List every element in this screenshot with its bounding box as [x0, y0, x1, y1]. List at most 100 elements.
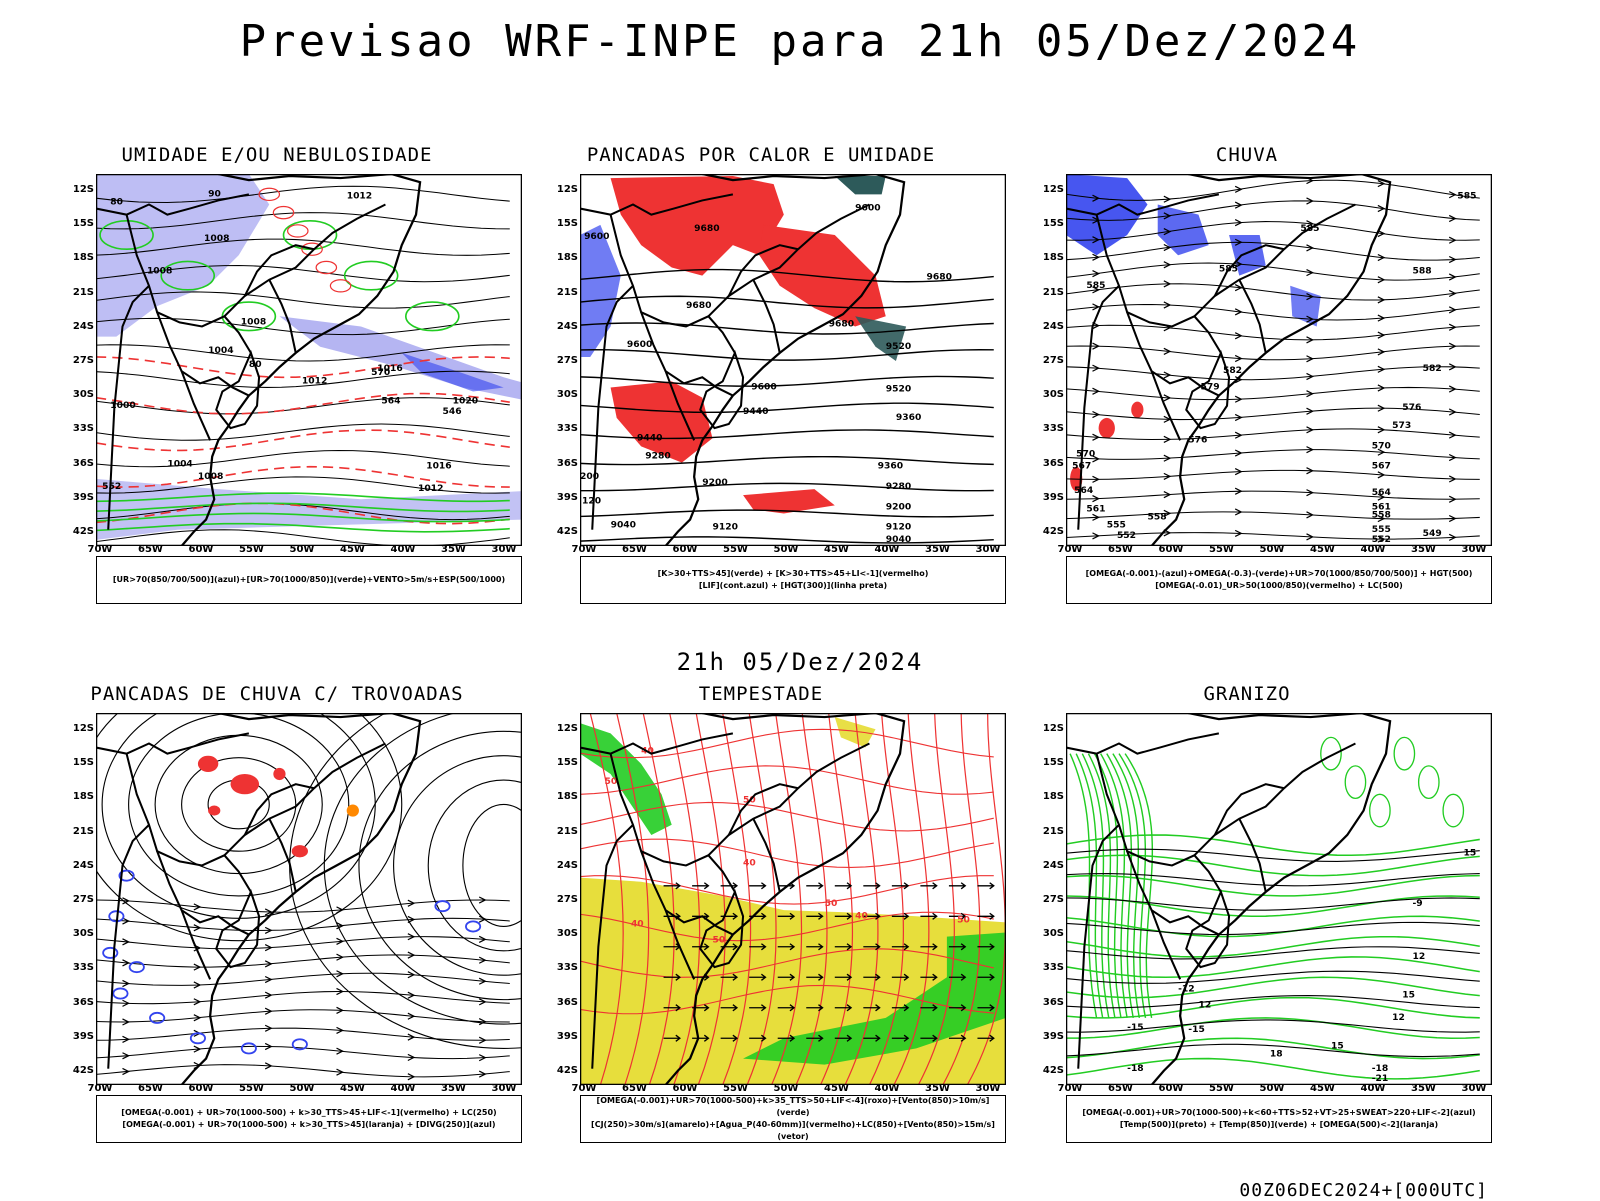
contour-label: 555 [1107, 521, 1126, 531]
contour-label: -15 [1127, 1023, 1144, 1033]
lon-tick-label: 40W [874, 544, 900, 555]
lon-tick-label: 40W [390, 544, 416, 555]
lon-tick-label: 55W [1209, 1083, 1234, 1094]
legend-line: [LIF](cont.azul) + [HGT(300)](linha pret… [698, 581, 888, 590]
legend-line: [CJ(250)>30m/s](amarelo)+[Agua_P(40-60mm… [591, 1120, 995, 1141]
lon-tick-label: 30W [491, 1083, 517, 1094]
lat-tick-label: 42S [556, 1065, 578, 1076]
lat-tick-label: 21S [72, 825, 94, 837]
contour-label: 50 [712, 936, 725, 946]
legend-line: [OMEGA(-0.001)-(azul)+OMEGA(-0.3)-(verde… [1085, 569, 1473, 578]
lat-tick-label: 42S [1042, 1065, 1064, 1076]
lat-tick-label: 39S [1042, 491, 1064, 503]
lon-tick-label: 70W [571, 1083, 597, 1094]
contour-label: 9520 [886, 342, 911, 352]
panel-title: PANCADAS POR CALOR E UMIDADE [586, 144, 936, 166]
contour-label: 1012 [302, 376, 327, 386]
lon-tick-label: 40W [1360, 544, 1386, 555]
contour-label: 9440 [743, 407, 768, 417]
lat-tick-label: 18S [556, 791, 578, 803]
lat-tick-label: 33S [1042, 423, 1064, 435]
contour-label: 9680 [686, 301, 711, 311]
lat-tick-label: 24S [1042, 320, 1064, 332]
lon-tick-label: 45W [824, 544, 849, 555]
contour-label: 558 [1148, 513, 1167, 523]
lat-tick-label: 21S [556, 825, 578, 837]
lat-tick-label: 33S [556, 423, 578, 435]
contour-label: 570 [371, 368, 390, 378]
contour-label: 1012 [418, 484, 443, 494]
lon-tick-label: 55W [1209, 544, 1234, 555]
lon-tick-label: 65W [1108, 544, 1133, 555]
lat-tick-label: 30S [556, 928, 578, 940]
contour-label: 546 [443, 407, 462, 417]
contour-label: 564 [1372, 488, 1391, 498]
lon-tick-label: 30W [975, 544, 1001, 555]
contour-label: -18 [1372, 1064, 1389, 1074]
lat-tick-label: 12S [72, 184, 94, 195]
panel-legend: [K>30+TTS>45](verde) + [K>30+TTS>45+LI<-… [580, 556, 1006, 604]
contour-label: 9440 [637, 433, 662, 443]
lat-tick-label: 39S [556, 491, 578, 503]
contour-label: 9600 [855, 204, 880, 214]
contour-label: 1004 [208, 346, 233, 356]
contour-label: 1016 [377, 364, 402, 374]
contour-label: 561 [1086, 504, 1105, 514]
lon-tick-label: 60W [1158, 1083, 1184, 1094]
lat-tick-label: 36S [1042, 996, 1064, 1008]
lon-tick-label: 70W [87, 544, 113, 555]
panel-title: PANCADAS DE CHUVA C/ TROVOADAS [90, 683, 464, 705]
lat-tick-label: 39S [72, 1030, 94, 1042]
contour-label: 1020 [453, 397, 478, 407]
lon-tick-label: 50W [289, 544, 315, 555]
lat-tick-label: 42S [556, 526, 578, 537]
lon-tick-label: 50W [773, 544, 799, 555]
page-title: Previsao WRF-INPE para 21h 05/Dez/2024 [239, 16, 1361, 67]
lat-tick-label: 27S [556, 894, 578, 905]
legend-line: [OMEGA(-0.001)+UR>70(1000-500)+k<60+TTS>… [1082, 1108, 1476, 1117]
contour-label: 15 [1402, 991, 1415, 1001]
lat-tick-label: 30S [72, 389, 94, 401]
lon-tick-label: 35W [441, 544, 466, 555]
panel-legend: [OMEGA(-0.001)+UR>70(1000-500)+k>35_TTS>… [580, 1095, 1006, 1143]
lat-tick-label: 30S [1042, 389, 1064, 401]
lat-tick-label: 30S [1042, 928, 1064, 940]
lon-tick-label: 40W [1360, 1083, 1386, 1094]
lat-tick-label: 42S [72, 1065, 94, 1076]
contour-label: 9200 [886, 502, 911, 512]
lon-tick-label: 55W [239, 1083, 264, 1094]
lat-tick-label: 21S [556, 286, 578, 298]
lon-tick-label: 35W [441, 1083, 466, 1094]
lon-tick-label: 35W [1411, 1083, 1436, 1094]
legend-line: [UR>70(850/700/500)](azul)+[UR>70(1000/8… [112, 575, 506, 584]
lat-tick-label: 12S [1042, 723, 1064, 734]
legend-line: [Temp(500)](preto) + [Temp(850)](verde) … [1119, 1120, 1439, 1129]
lon-tick-label: 45W [1310, 1083, 1335, 1094]
map-plot: 1012 1008 1008 1004 1008 1012 1016 1020 1016 1012… [96, 174, 522, 546]
lon-tick-label: 45W [1310, 544, 1335, 555]
lon-tick-label: 60W [188, 1083, 214, 1094]
contour-label: 9600 [627, 340, 652, 350]
panel-title: TEMPESTADE [698, 683, 824, 705]
lat-tick-label: 12S [1042, 184, 1064, 195]
panel-tempestade: TEMPESTADE 40 50 50 40 50 40 40 50 50 12S 15S 18S 21… [546, 683, 1006, 1153]
lon-tick-label: 35W [925, 544, 950, 555]
contour-label: 9360 [878, 462, 903, 472]
lon-tick-label: 60W [672, 544, 698, 555]
lat-tick-label: 24S [1042, 859, 1064, 871]
contour-label: 552 [1117, 531, 1136, 541]
contour-label: 9200 [702, 478, 727, 488]
contour-label: 9120 [886, 523, 911, 533]
contour-label: 552 [1372, 535, 1391, 545]
lon-tick-label: 40W [390, 1083, 416, 1094]
lat-tick-label: 39S [556, 1030, 578, 1042]
contour-label: 585 [1086, 281, 1105, 291]
contour-label: 9600 [584, 232, 609, 242]
contour-label: 40 [743, 858, 756, 868]
contour-label: 570 [1076, 450, 1095, 460]
panel-granizo: GRANIZO -9 -12 -15 -18 -15 -18 -21 12 15 15 12 15 18… [1032, 683, 1492, 1153]
lon-tick-label: 70W [87, 1083, 113, 1094]
contour-label: 9680 [694, 224, 719, 234]
